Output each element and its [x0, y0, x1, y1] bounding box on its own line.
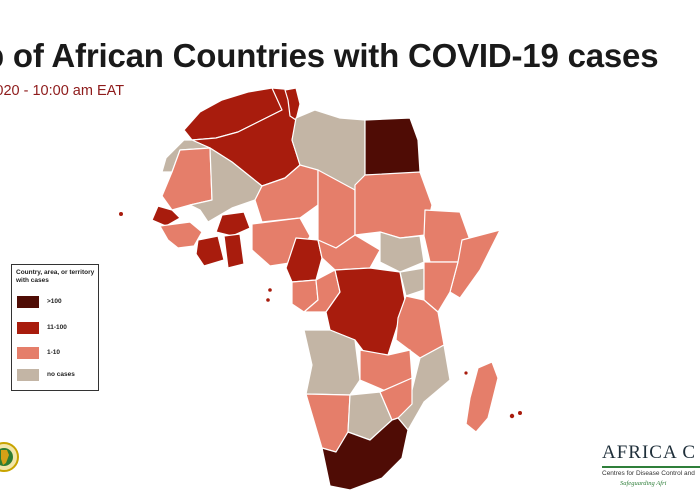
legend-title: Country, area, or territory with cases	[16, 269, 95, 284]
country-guinea	[159, 221, 203, 249]
african-union-emblem-icon	[0, 442, 19, 472]
island-markers	[119, 212, 522, 419]
country-cote-divoire	[195, 235, 225, 267]
org-name: AFRICA C	[602, 442, 697, 463]
country-egypt	[364, 117, 421, 176]
legend-label: 1-10	[47, 349, 61, 356]
country-zimbabwe	[379, 377, 413, 421]
country-sudan	[354, 171, 433, 239]
legend-swatch	[17, 347, 39, 359]
legend-label: >100	[47, 298, 62, 305]
legend-label: 11-100	[47, 324, 67, 331]
legend-label: no cases	[47, 371, 75, 378]
map-legend: Country, area, or territory with cases >…	[11, 264, 99, 391]
country-car	[317, 234, 381, 271]
country-south-sudan	[379, 231, 425, 273]
country-south-africa	[321, 417, 409, 491]
country-madagascar	[465, 361, 499, 433]
legend-swatch	[17, 369, 39, 381]
country-senegal	[151, 205, 181, 227]
country-mali	[189, 147, 263, 223]
country-burkina-faso	[215, 211, 251, 237]
org-subtitle: Centres for Disease Control and	[602, 470, 695, 477]
africa-cdc-logo: AFRICA C Centres for Disease Control and…	[602, 442, 700, 492]
legend-swatch	[17, 322, 39, 334]
country-angola	[303, 329, 361, 396]
country-ghana	[223, 233, 245, 269]
logo-underline	[602, 466, 700, 468]
map-title: p of African Countries with COVID-19 cas…	[0, 37, 659, 74]
org-tagline: Safeguarding Afri	[620, 480, 667, 487]
map-subtitle: ch 2020 - 10:00 am EAT	[0, 83, 125, 99]
legend-swatch	[17, 296, 39, 308]
